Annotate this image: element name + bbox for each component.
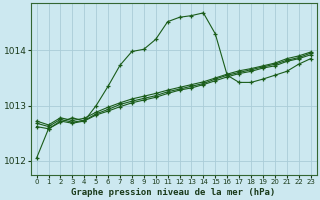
X-axis label: Graphe pression niveau de la mer (hPa): Graphe pression niveau de la mer (hPa) — [71, 188, 276, 197]
